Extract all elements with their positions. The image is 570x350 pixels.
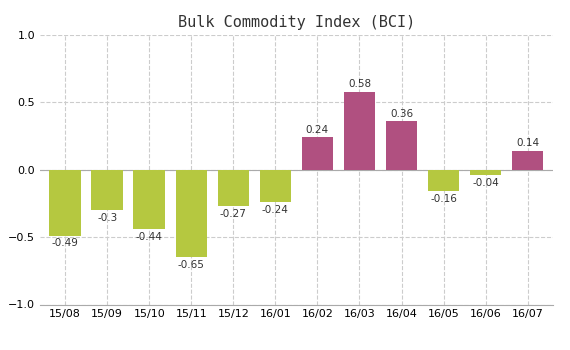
Bar xyxy=(259,170,291,202)
Bar xyxy=(428,170,459,191)
Text: -0.24: -0.24 xyxy=(262,205,289,215)
Text: 0.14: 0.14 xyxy=(516,138,539,148)
Bar xyxy=(386,121,417,170)
Text: -0.3: -0.3 xyxy=(97,213,117,223)
Bar xyxy=(470,170,502,175)
Text: -0.16: -0.16 xyxy=(430,194,457,204)
Bar xyxy=(91,170,123,210)
Bar xyxy=(176,170,207,257)
Bar xyxy=(218,170,249,206)
Bar xyxy=(344,92,375,170)
Text: -0.44: -0.44 xyxy=(136,232,162,242)
Text: -0.27: -0.27 xyxy=(220,209,247,219)
Text: -0.04: -0.04 xyxy=(473,178,499,188)
Text: 0.24: 0.24 xyxy=(306,125,329,135)
Text: -0.65: -0.65 xyxy=(178,260,205,270)
Bar xyxy=(50,170,81,236)
Text: -0.49: -0.49 xyxy=(52,238,79,248)
Bar xyxy=(512,151,543,170)
Bar xyxy=(302,138,333,170)
Bar xyxy=(133,170,165,229)
Title: Bulk Commodity Index (BCI): Bulk Commodity Index (BCI) xyxy=(178,15,415,30)
Text: 0.36: 0.36 xyxy=(390,108,413,119)
Text: 0.58: 0.58 xyxy=(348,79,371,89)
